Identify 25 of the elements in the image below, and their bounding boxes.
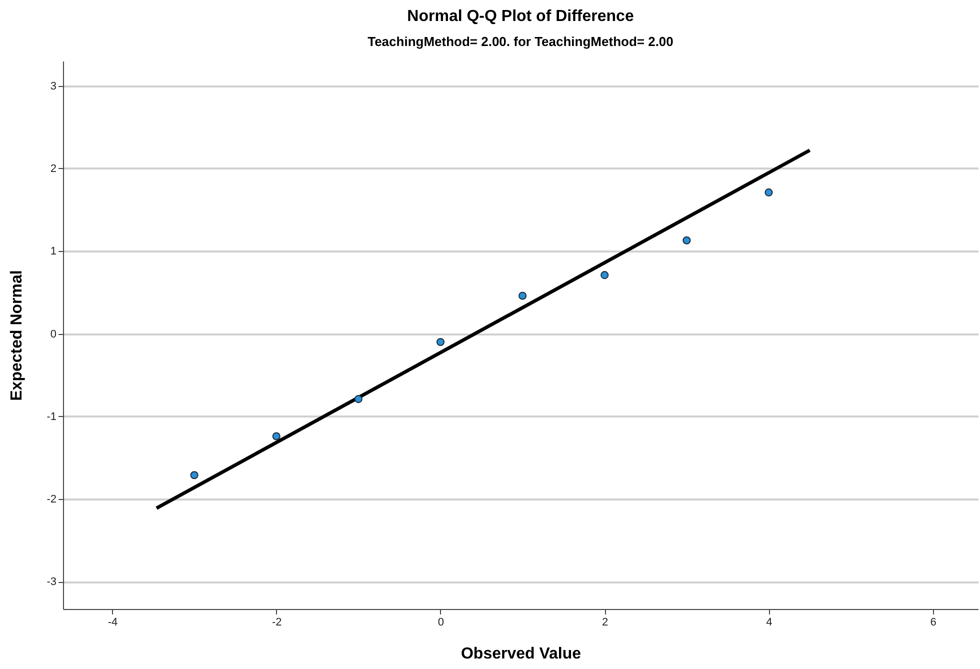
- y-tick-label: 1: [50, 246, 56, 258]
- x-tick-label: 6: [930, 616, 936, 628]
- y-tick-label: -2: [46, 494, 56, 506]
- y-axis-title: Expected Normal: [8, 270, 26, 401]
- x-tick-label: -4: [108, 616, 118, 628]
- y-tick-label: 2: [50, 162, 56, 175]
- y-tick-label: 3: [50, 80, 56, 92]
- point: [354, 395, 362, 404]
- point: [190, 471, 198, 480]
- y-tick-label: -3: [46, 576, 56, 588]
- point: [682, 236, 691, 244]
- y-tick-label: -1: [46, 410, 56, 423]
- point: [436, 338, 445, 346]
- point: [272, 432, 280, 440]
- chart-title: Normal Q-Q Plot of Difference: [407, 8, 634, 25]
- x-tick-label: 2: [602, 616, 608, 628]
- point: [764, 188, 773, 196]
- x-tick-label: 4: [766, 616, 772, 628]
- point: [518, 292, 527, 300]
- y-tick-label: 0: [50, 328, 56, 340]
- x-tick-label: -2: [272, 616, 282, 628]
- x-axis-title: Observed Value: [460, 646, 582, 662]
- point: [600, 271, 609, 280]
- chart-subtitle: TeachingMethod= 2.00. for TeachingMethod= 2.00: [368, 34, 674, 49]
- x-tick-label: 0: [438, 616, 444, 628]
